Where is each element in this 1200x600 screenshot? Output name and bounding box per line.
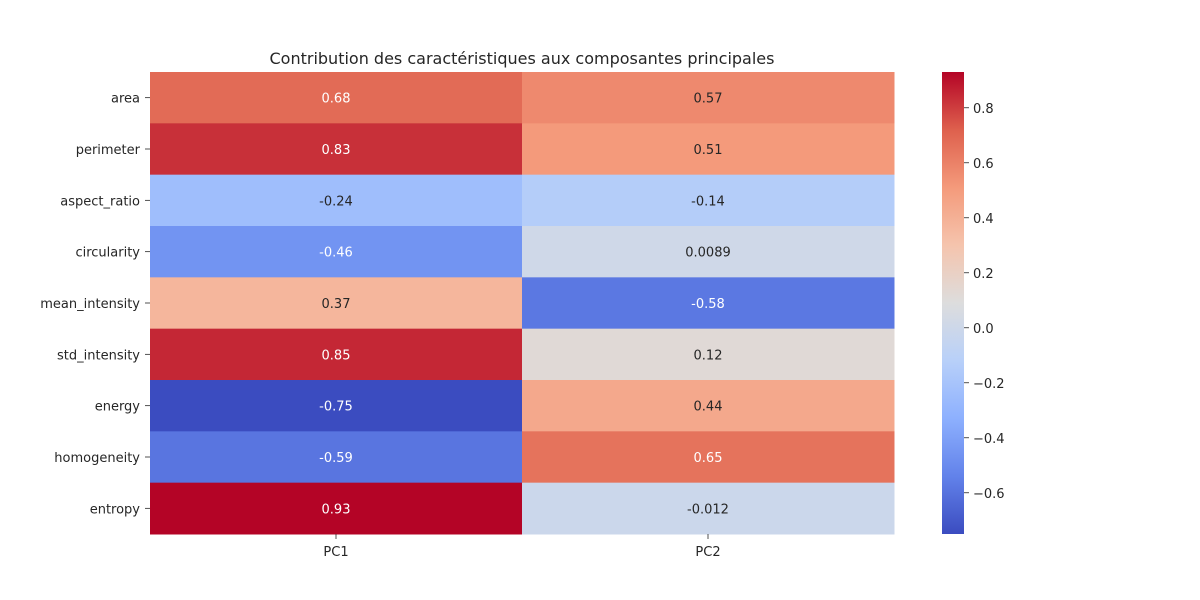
heatmap-cell [522, 380, 895, 432]
column-tick-labels: PC1 PC2 [323, 534, 721, 560]
colorbar-ticks: 0.8 0.6 0.4 0.2 0.0 −0.2 −0.4 −0.6 [964, 102, 1005, 502]
colorbar-tick-label: −0.4 [973, 432, 1005, 447]
cell-value-label: -0.24 [319, 194, 353, 209]
row-tick-label: area [111, 92, 140, 107]
heatmap-cell [522, 277, 895, 330]
cell-value-label: -0.14 [691, 194, 725, 209]
heatmap-cell [150, 482, 523, 535]
cell-value-label: 0.57 [694, 92, 723, 107]
heatmap-cell [522, 431, 895, 484]
row-tick-label: circularity [75, 246, 140, 261]
row-tick-labels: area perimeter aspect_ratio circularity mean… [40, 92, 150, 517]
cell-value-label: 0.85 [322, 348, 351, 363]
heatmap-cell [150, 431, 523, 484]
cell-value-label: -0.59 [319, 451, 353, 466]
heatmap-cell [522, 482, 895, 535]
colorbar-tick-label: 0.6 [973, 157, 994, 172]
cell-value-label: -0.012 [687, 502, 729, 517]
cell-value-label: -0.46 [319, 246, 353, 261]
heatmap-cell [150, 174, 523, 227]
heatmap-cell [522, 226, 895, 278]
cell-value-label: -0.75 [319, 400, 353, 415]
column-tick-label: PC2 [695, 545, 720, 560]
column-tick-label: PC1 [323, 545, 348, 560]
heatmap-cell [150, 380, 523, 432]
row-tick-label: std_intensity [57, 348, 140, 363]
cell-value-label: 0.51 [694, 143, 723, 158]
colorbar-tick-label: −0.6 [973, 487, 1005, 502]
row-tick-label: mean_intensity [40, 297, 140, 312]
cell-value-label: 0.12 [694, 348, 723, 363]
colorbar-tick-label: 0.0 [973, 322, 994, 337]
heatmap-cell [150, 277, 523, 330]
cell-value-label: 0.93 [322, 502, 351, 517]
row-tick-label: energy [95, 400, 141, 415]
heatmap-cell [522, 174, 895, 227]
colorbar-tick-label: −0.2 [973, 377, 1005, 392]
cell-value-label: 0.37 [322, 297, 351, 312]
cell-value-label: 0.83 [322, 143, 351, 158]
heatmap-cell [150, 72, 523, 124]
cell-value-label: -0.58 [691, 297, 725, 312]
chart-title: Contribution des caractéristiques aux co… [270, 49, 775, 68]
colorbar-tick-label: 0.4 [973, 212, 994, 227]
colorbar: 0.8 0.6 0.4 0.2 0.0 −0.2 −0.4 −0.6 [942, 72, 1005, 534]
cell-value-label: 0.68 [322, 92, 351, 107]
row-tick-label: perimeter [76, 143, 141, 158]
colorbar-gradient [942, 72, 964, 534]
cell-value-label: 0.0089 [685, 246, 731, 261]
heatmap-cell [150, 226, 523, 278]
row-tick-label: aspect_ratio [60, 194, 140, 209]
heatmap-cell [150, 328, 523, 381]
cell-value-label: 0.65 [694, 451, 723, 466]
heatmap-cell [522, 72, 895, 124]
heatmap-cell [150, 123, 523, 176]
cell-value-label: 0.44 [694, 400, 723, 415]
heatmap-cells: 0.68 0.57 0.83 0.51 -0.24 -0.14 -0.46 0.0089 0.3… [150, 72, 895, 535]
heatmap-cell [522, 123, 895, 176]
heatmap-cell [522, 328, 895, 381]
row-tick-label: homogeneity [54, 451, 140, 466]
row-tick-label: entropy [90, 502, 141, 517]
colorbar-tick-label: 0.2 [973, 267, 994, 282]
colorbar-tick-label: 0.8 [973, 102, 994, 117]
